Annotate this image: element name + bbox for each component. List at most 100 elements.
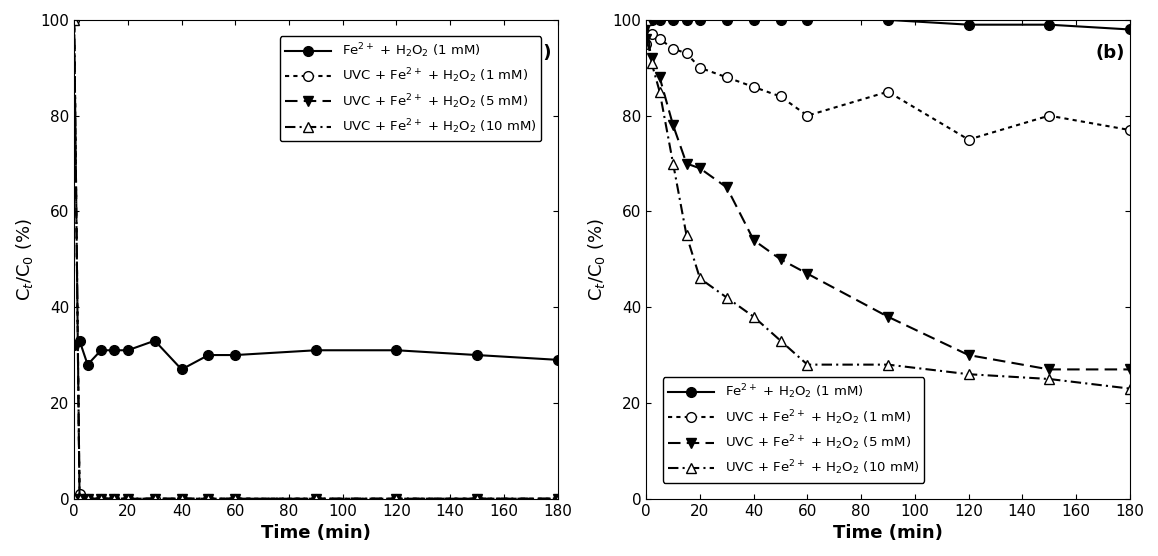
- UVC + Fe$^{2+}$ + H$_2$O$_2$ (1 mM): [389, 495, 403, 502]
- UVC + Fe$^{2+}$ + H$_2$O$_2$ (5 mM): [1123, 366, 1137, 373]
- UVC + Fe$^{2+}$ + H$_2$O$_2$ (5 mM): [1042, 366, 1056, 373]
- Fe$^{2+}$ + H$_2$O$_2$ (1 mM): [309, 347, 323, 354]
- UVC + Fe$^{2+}$ + H$_2$O$_2$ (10 mM): [747, 314, 761, 320]
- UVC + Fe$^{2+}$ + H$_2$O$_2$ (5 mM): [680, 160, 694, 167]
- UVC + Fe$^{2+}$ + H$_2$O$_2$ (10 mM): [774, 337, 787, 344]
- UVC + Fe$^{2+}$ + H$_2$O$_2$ (1 mM): [108, 495, 122, 502]
- Line: Fe$^{2+}$ + H$_2$O$_2$ (1 mM): Fe$^{2+}$ + H$_2$O$_2$ (1 mM): [69, 336, 563, 374]
- UVC + Fe$^{2+}$ + H$_2$O$_2$ (1 mM): [645, 31, 659, 38]
- Fe$^{2+}$ + H$_2$O$_2$ (1 mM): [639, 31, 653, 38]
- Fe$^{2+}$ + H$_2$O$_2$ (1 mM): [774, 17, 787, 23]
- Fe$^{2+}$ + H$_2$O$_2$ (1 mM): [148, 337, 162, 344]
- UVC + Fe$^{2+}$ + H$_2$O$_2$ (10 mM): [881, 361, 895, 368]
- Fe$^{2+}$ + H$_2$O$_2$ (1 mM): [961, 21, 975, 28]
- UVC + Fe$^{2+}$ + H$_2$O$_2$ (5 mM): [800, 270, 814, 277]
- UVC + Fe$^{2+}$ + H$_2$O$_2$ (1 mM): [881, 88, 895, 95]
- UVC + Fe$^{2+}$ + H$_2$O$_2$ (10 mM): [470, 495, 484, 502]
- UVC + Fe$^{2+}$ + H$_2$O$_2$ (5 mM): [108, 495, 122, 502]
- UVC + Fe$^{2+}$ + H$_2$O$_2$ (1 mM): [67, 17, 81, 23]
- UVC + Fe$^{2+}$ + H$_2$O$_2$ (5 mM): [201, 495, 215, 502]
- UVC + Fe$^{2+}$ + H$_2$O$_2$ (5 mM): [73, 495, 87, 502]
- X-axis label: Time (min): Time (min): [261, 524, 371, 542]
- UVC + Fe$^{2+}$ + H$_2$O$_2$ (5 mM): [666, 122, 680, 128]
- UVC + Fe$^{2+}$ + H$_2$O$_2$ (5 mM): [645, 55, 659, 62]
- UVC + Fe$^{2+}$ + H$_2$O$_2$ (1 mM): [148, 495, 162, 502]
- Fe$^{2+}$ + H$_2$O$_2$ (1 mM): [389, 347, 403, 354]
- UVC + Fe$^{2+}$ + H$_2$O$_2$ (5 mM): [653, 74, 667, 81]
- UVC + Fe$^{2+}$ + H$_2$O$_2$ (10 mM): [201, 495, 215, 502]
- UVC + Fe$^{2+}$ + H$_2$O$_2$ (10 mM): [645, 59, 659, 66]
- Fe$^{2+}$ + H$_2$O$_2$ (1 mM): [653, 17, 667, 23]
- UVC + Fe$^{2+}$ + H$_2$O$_2$ (1 mM): [201, 495, 215, 502]
- UVC + Fe$^{2+}$ + H$_2$O$_2$ (10 mM): [666, 160, 680, 167]
- UVC + Fe$^{2+}$ + H$_2$O$_2$ (1 mM): [961, 136, 975, 143]
- Fe$^{2+}$ + H$_2$O$_2$ (1 mM): [881, 17, 895, 23]
- UVC + Fe$^{2+}$ + H$_2$O$_2$ (5 mM): [881, 314, 895, 320]
- Line: UVC + Fe$^{2+}$ + H$_2$O$_2$ (5 mM): UVC + Fe$^{2+}$ + H$_2$O$_2$ (5 mM): [642, 34, 1135, 374]
- UVC + Fe$^{2+}$ + H$_2$O$_2$ (5 mM): [309, 495, 323, 502]
- UVC + Fe$^{2+}$ + H$_2$O$_2$ (5 mM): [692, 165, 706, 172]
- Fe$^{2+}$ + H$_2$O$_2$ (1 mM): [692, 17, 706, 23]
- UVC + Fe$^{2+}$ + H$_2$O$_2$ (5 mM): [639, 36, 653, 42]
- UVC + Fe$^{2+}$ + H$_2$O$_2$ (5 mM): [148, 495, 162, 502]
- UVC + Fe$^{2+}$ + H$_2$O$_2$ (1 mM): [692, 64, 706, 71]
- Line: UVC + Fe$^{2+}$ + H$_2$O$_2$ (10 mM): UVC + Fe$^{2+}$ + H$_2$O$_2$ (10 mM): [69, 15, 563, 504]
- UVC + Fe$^{2+}$ + H$_2$O$_2$ (10 mM): [175, 495, 189, 502]
- UVC + Fe$^{2+}$ + H$_2$O$_2$ (10 mM): [639, 17, 653, 23]
- Fe$^{2+}$ + H$_2$O$_2$ (1 mM): [73, 337, 87, 344]
- UVC + Fe$^{2+}$ + H$_2$O$_2$ (1 mM): [747, 83, 761, 90]
- UVC + Fe$^{2+}$ + H$_2$O$_2$ (1 mM): [666, 45, 680, 52]
- UVC + Fe$^{2+}$ + H$_2$O$_2$ (10 mM): [148, 495, 162, 502]
- Fe$^{2+}$ + H$_2$O$_2$ (1 mM): [747, 17, 761, 23]
- UVC + Fe$^{2+}$ + H$_2$O$_2$ (1 mM): [680, 50, 694, 57]
- UVC + Fe$^{2+}$ + H$_2$O$_2$ (10 mM): [800, 361, 814, 368]
- Fe$^{2+}$ + H$_2$O$_2$ (1 mM): [94, 347, 108, 354]
- Legend: Fe$^{2+}$ + H$_2$O$_2$ (1 mM), UVC + Fe$^{2+}$ + H$_2$O$_2$ (1 mM), UVC + Fe$^{2: Fe$^{2+}$ + H$_2$O$_2$ (1 mM), UVC + Fe$…: [662, 378, 924, 483]
- UVC + Fe$^{2+}$ + H$_2$O$_2$ (10 mM): [692, 275, 706, 282]
- Fe$^{2+}$ + H$_2$O$_2$ (1 mM): [680, 17, 694, 23]
- Fe$^{2+}$ + H$_2$O$_2$ (1 mM): [1123, 26, 1137, 33]
- UVC + Fe$^{2+}$ + H$_2$O$_2$ (5 mM): [94, 495, 108, 502]
- Legend: Fe$^{2+}$ + H$_2$O$_2$ (1 mM), UVC + Fe$^{2+}$ + H$_2$O$_2$ (1 mM), UVC + Fe$^{2: Fe$^{2+}$ + H$_2$O$_2$ (1 mM), UVC + Fe$…: [279, 36, 541, 141]
- UVC + Fe$^{2+}$ + H$_2$O$_2$ (10 mM): [720, 294, 734, 301]
- Fe$^{2+}$ + H$_2$O$_2$ (1 mM): [120, 347, 134, 354]
- UVC + Fe$^{2+}$ + H$_2$O$_2$ (5 mM): [470, 495, 484, 502]
- UVC + Fe$^{2+}$ + H$_2$O$_2$ (10 mM): [309, 495, 323, 502]
- UVC + Fe$^{2+}$ + H$_2$O$_2$ (1 mM): [73, 490, 87, 497]
- Fe$^{2+}$ + H$_2$O$_2$ (1 mM): [228, 352, 242, 359]
- UVC + Fe$^{2+}$ + H$_2$O$_2$ (1 mM): [653, 36, 667, 42]
- UVC + Fe$^{2+}$ + H$_2$O$_2$ (1 mM): [1042, 112, 1056, 119]
- UVC + Fe$^{2+}$ + H$_2$O$_2$ (10 mM): [81, 495, 95, 502]
- Fe$^{2+}$ + H$_2$O$_2$ (1 mM): [800, 17, 814, 23]
- Fe$^{2+}$ + H$_2$O$_2$ (1 mM): [645, 17, 659, 23]
- UVC + Fe$^{2+}$ + H$_2$O$_2$ (5 mM): [747, 237, 761, 244]
- UVC + Fe$^{2+}$ + H$_2$O$_2$ (1 mM): [120, 495, 134, 502]
- Fe$^{2+}$ + H$_2$O$_2$ (1 mM): [666, 17, 680, 23]
- UVC + Fe$^{2+}$ + H$_2$O$_2$ (10 mM): [389, 495, 403, 502]
- UVC + Fe$^{2+}$ + H$_2$O$_2$ (5 mM): [175, 495, 189, 502]
- Fe$^{2+}$ + H$_2$O$_2$ (1 mM): [1042, 21, 1056, 28]
- Text: (b): (b): [1095, 44, 1126, 62]
- Fe$^{2+}$ + H$_2$O$_2$ (1 mM): [470, 352, 484, 359]
- Line: UVC + Fe$^{2+}$ + H$_2$O$_2$ (10 mM): UVC + Fe$^{2+}$ + H$_2$O$_2$ (10 mM): [642, 15, 1135, 394]
- UVC + Fe$^{2+}$ + H$_2$O$_2$ (10 mM): [1123, 385, 1137, 392]
- Y-axis label: C$_t$/C$_0$ (%): C$_t$/C$_0$ (%): [14, 218, 35, 301]
- Fe$^{2+}$ + H$_2$O$_2$ (1 mM): [201, 352, 215, 359]
- UVC + Fe$^{2+}$ + H$_2$O$_2$ (1 mM): [81, 495, 95, 502]
- Fe$^{2+}$ + H$_2$O$_2$ (1 mM): [175, 366, 189, 373]
- Fe$^{2+}$ + H$_2$O$_2$ (1 mM): [67, 342, 81, 349]
- UVC + Fe$^{2+}$ + H$_2$O$_2$ (1 mM): [639, 41, 653, 47]
- Line: UVC + Fe$^{2+}$ + H$_2$O$_2$ (5 mM): UVC + Fe$^{2+}$ + H$_2$O$_2$ (5 mM): [69, 15, 563, 504]
- Fe$^{2+}$ + H$_2$O$_2$ (1 mM): [81, 361, 95, 368]
- UVC + Fe$^{2+}$ + H$_2$O$_2$ (10 mM): [653, 88, 667, 95]
- UVC + Fe$^{2+}$ + H$_2$O$_2$ (10 mM): [961, 371, 975, 378]
- UVC + Fe$^{2+}$ + H$_2$O$_2$ (10 mM): [228, 495, 242, 502]
- UVC + Fe$^{2+}$ + H$_2$O$_2$ (10 mM): [108, 495, 122, 502]
- UVC + Fe$^{2+}$ + H$_2$O$_2$ (1 mM): [551, 495, 565, 502]
- UVC + Fe$^{2+}$ + H$_2$O$_2$ (10 mM): [1042, 376, 1056, 383]
- UVC + Fe$^{2+}$ + H$_2$O$_2$ (1 mM): [228, 495, 242, 502]
- Text: (a): (a): [523, 44, 552, 62]
- UVC + Fe$^{2+}$ + H$_2$O$_2$ (10 mM): [551, 495, 565, 502]
- UVC + Fe$^{2+}$ + H$_2$O$_2$ (1 mM): [720, 74, 734, 81]
- Fe$^{2+}$ + H$_2$O$_2$ (1 mM): [551, 356, 565, 363]
